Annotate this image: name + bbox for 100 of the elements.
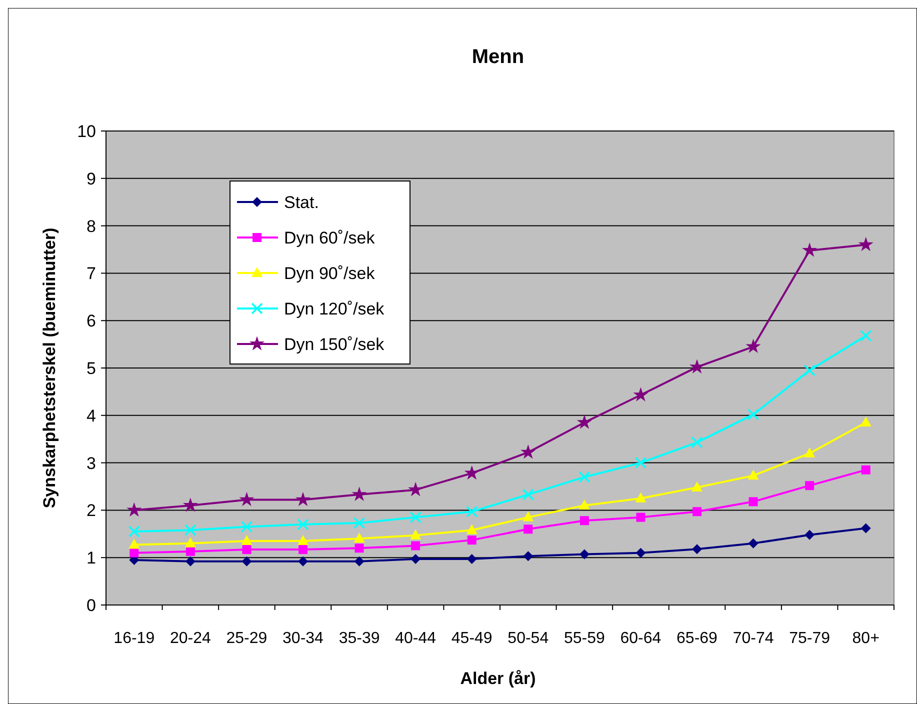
y-tick-label: 3 xyxy=(86,454,96,473)
point xyxy=(297,518,309,530)
point xyxy=(130,548,139,558)
point xyxy=(126,502,142,517)
x-tick-label: 40-44 xyxy=(395,630,436,647)
point xyxy=(241,535,252,546)
x-tick-label: 65-69 xyxy=(676,630,718,647)
point xyxy=(692,481,702,492)
point xyxy=(804,530,815,540)
legend-label: Dyn 60˚/sek xyxy=(284,228,376,248)
x-tick-label: 70-74 xyxy=(732,630,774,647)
x-tick-label: 45-49 xyxy=(451,630,492,647)
point xyxy=(411,541,420,550)
point xyxy=(128,526,140,538)
point xyxy=(466,506,478,518)
point xyxy=(747,408,760,420)
point xyxy=(805,481,814,490)
x-tick-label: 30-34 xyxy=(282,630,324,647)
point xyxy=(578,471,590,483)
point xyxy=(692,544,702,554)
point xyxy=(633,387,648,402)
x-tick-label: 16-19 xyxy=(114,630,155,647)
point xyxy=(467,536,476,545)
point xyxy=(186,546,195,556)
y-tick-label: 10 xyxy=(77,122,96,141)
y-tick-label: 9 xyxy=(86,169,96,188)
point xyxy=(410,529,422,540)
point xyxy=(353,517,366,529)
y-tick-label: 5 xyxy=(86,359,96,378)
point xyxy=(861,465,870,474)
point xyxy=(689,359,705,374)
y-tick-label: 8 xyxy=(86,216,96,236)
y-tick-label: 2 xyxy=(86,501,96,520)
point xyxy=(580,516,589,526)
point xyxy=(804,447,816,458)
point xyxy=(635,492,646,502)
point xyxy=(634,456,647,469)
y-tick-label: 4 xyxy=(86,406,96,426)
point xyxy=(579,549,590,560)
point xyxy=(410,554,421,564)
point xyxy=(128,538,140,549)
point xyxy=(466,524,478,534)
point xyxy=(520,444,536,459)
y-axis-title: Synskarphetsterskel (bueminutter) xyxy=(40,228,59,508)
x-tick-label: 55-59 xyxy=(564,630,605,647)
point xyxy=(298,545,308,554)
chart-title: Menn xyxy=(472,46,524,68)
point xyxy=(748,497,758,506)
point xyxy=(576,414,592,429)
point xyxy=(242,545,252,554)
point xyxy=(636,512,646,522)
y-tick-label: 1 xyxy=(86,548,96,568)
point xyxy=(464,465,480,480)
x-axis-title: Alder (år) xyxy=(460,669,536,688)
point xyxy=(636,548,646,558)
legend-label: Dyn 90˚/sek xyxy=(284,264,376,283)
legend-label: Stat. xyxy=(284,193,319,212)
point xyxy=(522,488,534,500)
x-tick-label: 75-79 xyxy=(789,630,830,647)
point xyxy=(748,470,759,480)
x-tick-label: 20-24 xyxy=(170,630,211,647)
x-tick-label: 35-39 xyxy=(338,630,380,647)
point xyxy=(523,551,534,562)
point xyxy=(295,492,311,506)
point xyxy=(860,416,872,427)
point xyxy=(182,498,198,512)
legend-label: Dyn 150˚/sek xyxy=(284,335,385,354)
point xyxy=(746,338,761,354)
point xyxy=(522,511,534,522)
point xyxy=(524,524,533,534)
point xyxy=(352,486,367,501)
point xyxy=(354,556,364,566)
point xyxy=(185,556,196,566)
point xyxy=(298,556,308,566)
x-tick-label: 60-64 xyxy=(620,630,662,647)
y-tick-label: 0 xyxy=(86,596,96,615)
point xyxy=(578,499,590,510)
point xyxy=(691,436,703,448)
point xyxy=(858,236,874,252)
point xyxy=(802,242,818,257)
point xyxy=(692,507,702,516)
y-tick-label: 6 xyxy=(86,312,96,331)
point xyxy=(240,520,253,533)
point xyxy=(184,537,196,548)
point xyxy=(860,523,871,534)
point xyxy=(354,544,364,553)
point xyxy=(748,538,758,548)
point xyxy=(410,511,422,524)
point xyxy=(860,330,872,342)
point xyxy=(242,556,252,566)
point xyxy=(184,524,196,536)
x-tick-label: 25-29 xyxy=(226,630,268,647)
y-tick-label: 7 xyxy=(86,264,96,284)
point xyxy=(298,535,308,546)
point xyxy=(466,554,477,564)
point xyxy=(408,482,424,496)
x-tick-label: 50-54 xyxy=(508,630,549,647)
point xyxy=(354,532,365,543)
x-tick-label: 80+ xyxy=(852,630,880,647)
point xyxy=(804,364,816,376)
